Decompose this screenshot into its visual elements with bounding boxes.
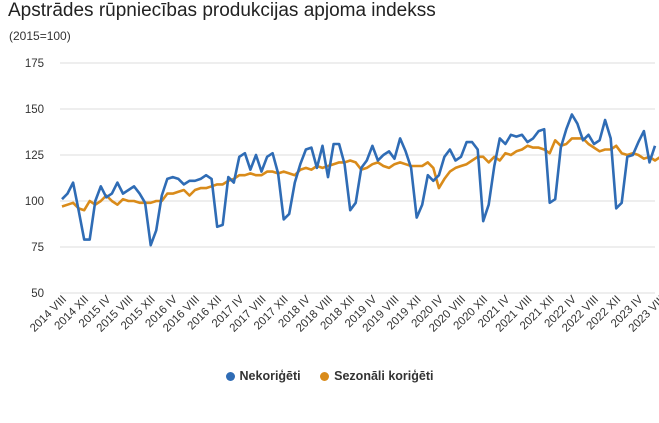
- y-tick-label: 100: [25, 196, 44, 208]
- legend-item-sezonali-korigeti[interactable]: Sezonāli koriģēti: [320, 369, 433, 383]
- y-tick-label: 125: [25, 150, 44, 162]
- chart-subtitle: (2015=100): [9, 29, 71, 43]
- series-line-nekorigeti[interactable]: [61, 113, 657, 247]
- y-axis-ticks: 50 75 100 125 150 175: [25, 58, 44, 300]
- legend-label-nekorigeti: Nekoriģēti: [239, 369, 301, 383]
- y-tick-label: 75: [31, 242, 44, 254]
- legend-label-sezonali-korigeti: Sezonāli koriģēti: [334, 369, 434, 383]
- chart-title: Apstrādes rūpniecības produkcijas apjoma…: [8, 0, 436, 21]
- grid-lines: [60, 62, 655, 294]
- legend: Nekoriģēti Sezonāli koriģēti: [0, 369, 659, 384]
- legend-marker-sezonali-korigeti: [320, 371, 330, 381]
- y-tick-label: 50: [31, 288, 44, 300]
- y-tick-label: 150: [25, 104, 44, 116]
- series-lines: [61, 113, 659, 247]
- y-tick-label: 175: [25, 58, 44, 70]
- legend-item-nekorigeti[interactable]: Nekoriģēti: [225, 369, 301, 383]
- legend-marker-nekorigeti: [225, 371, 235, 381]
